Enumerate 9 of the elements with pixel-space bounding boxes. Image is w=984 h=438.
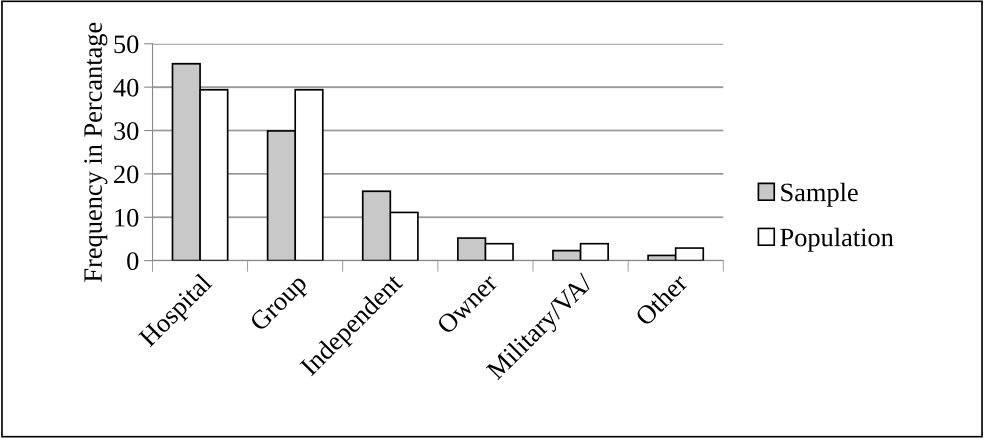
legend-label: Population bbox=[780, 228, 894, 252]
y-tick-label: 30 bbox=[114, 122, 138, 140]
y-axis-title: Frequency in Percantage bbox=[84, 22, 108, 282]
y-tick-label: 50 bbox=[114, 35, 138, 54]
y-tick-label: 40 bbox=[113, 78, 138, 97]
y-tick-label: 0 bbox=[127, 252, 138, 270]
legend-label: Sample bbox=[781, 182, 858, 207]
y-tick-label: 10 bbox=[115, 208, 138, 227]
y-tick-label: 20 bbox=[114, 165, 138, 184]
